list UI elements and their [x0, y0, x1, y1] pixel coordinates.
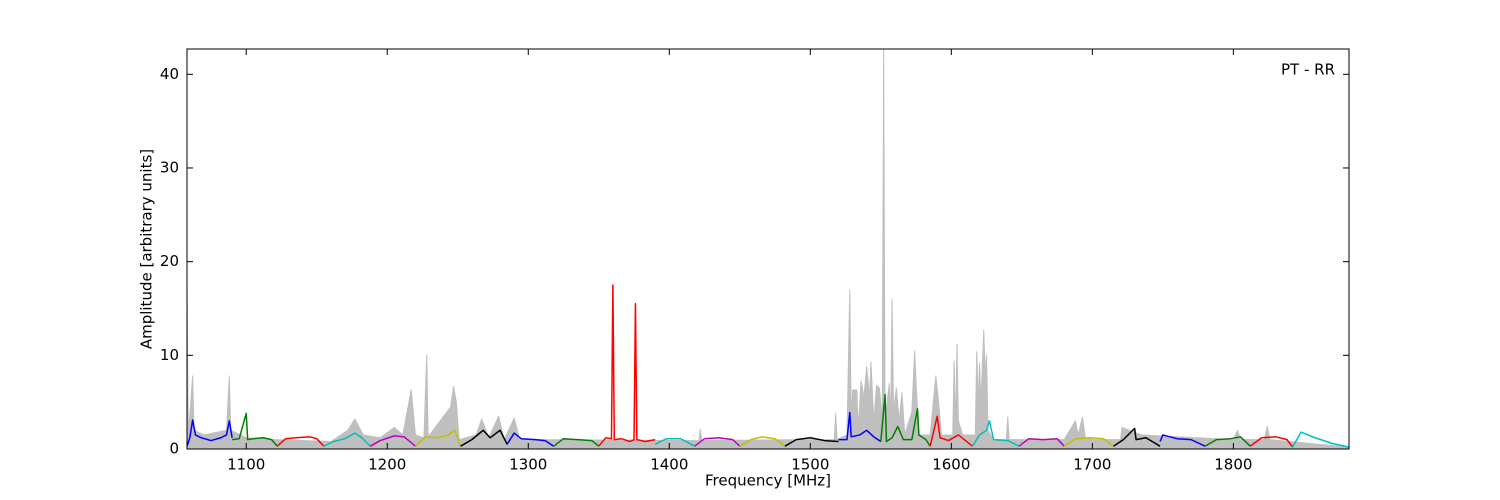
spectrum-line — [880, 393, 931, 447]
spectrum-line — [654, 437, 696, 447]
y-tick-label: 20 — [160, 252, 179, 270]
y-axis-label: Amplitude [arbitrary units] — [138, 149, 156, 349]
plot-marks — [187, 49, 1349, 449]
spectrum-line — [369, 435, 416, 447]
spectrum-line — [694, 437, 741, 447]
spectrum-line — [232, 412, 278, 447]
spectrum-line — [1204, 436, 1251, 447]
annotation: PT - RR — [1281, 61, 1335, 79]
x-tick-label: 1300 — [509, 456, 547, 474]
spectrum-line — [276, 436, 325, 447]
spectrum-line — [929, 415, 973, 447]
spectrum-line — [414, 429, 462, 447]
spectrum-line — [784, 437, 839, 447]
spectrum-line — [739, 436, 786, 447]
spectrum-line — [1249, 436, 1294, 448]
x-tick-label: 1200 — [368, 456, 406, 474]
spectrum-line — [1113, 427, 1161, 447]
x-tick-label: 1500 — [791, 456, 829, 474]
spectrum-line — [838, 411, 882, 443]
x-tick-label: 1100 — [227, 456, 265, 474]
y-tick-label: 10 — [160, 346, 179, 364]
spectrum-line — [1018, 437, 1065, 447]
y-tick-label: 40 — [160, 65, 179, 83]
spectrum-area — [187, 49, 1349, 449]
spectrum-line — [460, 429, 508, 447]
y-tick-label: 30 — [160, 158, 179, 176]
x-tick-label: 1600 — [932, 456, 970, 474]
x-tick-label: 1800 — [1214, 456, 1252, 474]
spectrum-line — [598, 284, 656, 447]
spectrum-line — [187, 419, 233, 447]
spectrum-line — [553, 437, 600, 447]
plot-frame — [186, 48, 1350, 450]
spectrum-line — [323, 432, 371, 447]
x-tick-label: 1400 — [650, 456, 688, 474]
spectrum-line — [1063, 437, 1114, 447]
spectrum-line — [506, 432, 555, 447]
x-axis-label: Frequency [MHz] — [705, 472, 831, 490]
spectrum-line — [971, 420, 1020, 447]
x-tick-label: 1700 — [1073, 456, 1111, 474]
spectrum-line — [1159, 434, 1206, 447]
spectrum-line — [1291, 431, 1349, 448]
y-tick-label: 0 — [169, 440, 179, 458]
